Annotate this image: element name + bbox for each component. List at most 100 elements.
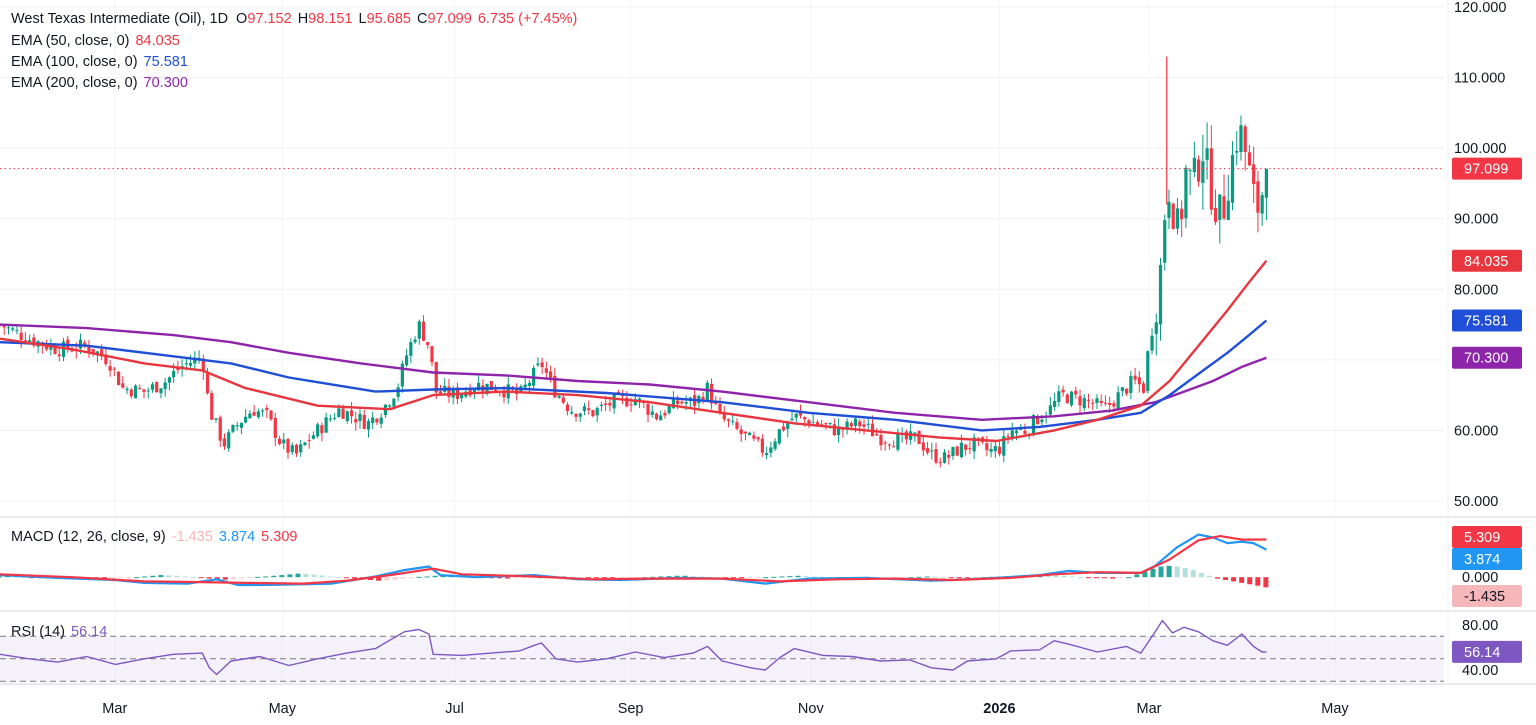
macd-histogram-bar [311,574,317,578]
candle-body [256,411,260,417]
candle-body [146,390,150,392]
candle-body [1188,170,1192,172]
ema50-legend[interactable]: EMA (50, close, 0) 84.035 [11,33,186,49]
price-tag-2: 75.581 [1452,309,1522,332]
macd-histogram-bar [432,575,438,578]
candle-body [235,425,239,427]
macd-histogram-bar [343,577,349,579]
candle-body [341,408,345,419]
macd-signal-line[interactable] [0,535,1267,585]
candle-body [438,391,443,394]
ema50-value: 84.035 [135,33,180,49]
macd-histogram-bar [940,577,946,579]
candle-body [277,438,282,444]
candle-body [1069,391,1074,406]
macd-histogram-bar [1142,571,1148,578]
rsi-tick-label: 40.00 [1462,663,1498,679]
macd-histogram-bar [263,576,269,578]
candle-body [633,399,637,406]
candle-body [354,419,358,423]
candle-body [1209,148,1213,210]
ema200-line[interactable] [0,323,1267,421]
candle-body [718,403,722,412]
candle-body [1091,402,1095,404]
macd-histogram-bar [230,577,236,580]
candle-body [379,417,383,424]
ema100-label: EMA (100, close, 0) [11,54,138,70]
candle-body [489,381,493,391]
candle-body [866,423,870,425]
ema100-line[interactable] [0,319,1268,432]
candle-body [1230,155,1235,203]
candle-body [205,373,210,394]
candle-body [709,383,714,404]
change-value: 6.735 (+7.45%) [477,11,578,27]
macd-histogram-bar [198,577,204,579]
rsi-line[interactable] [0,619,1267,676]
candle-body [142,389,146,392]
candle-body [790,418,794,421]
candle-body [244,416,248,423]
candle-body [358,413,362,422]
macd-histogram-bar [392,577,398,580]
candle-body [239,422,244,428]
candle-body [112,368,116,370]
candle-body [938,462,942,464]
macd-histogram-bar [513,577,519,579]
macd-hist-value: -1.435 [171,529,213,545]
candle-body [320,425,324,434]
candle-body [1040,419,1044,423]
candle-body [1192,157,1196,173]
candle-body [587,408,591,411]
macd-histogram-bar [1166,565,1172,578]
candle-body [231,425,235,432]
candle-body [883,442,887,444]
candle-body [116,371,121,386]
ema100-value: 75.581 [143,54,188,70]
candle-body [19,332,23,340]
candle-body [1006,436,1010,438]
candle-body [1180,208,1184,220]
candle-body [294,444,299,454]
candle-body [1002,436,1006,456]
ema200-value: 70.300 [143,75,188,91]
candle-body [743,431,748,434]
macd-histogram-bar [117,577,123,579]
candle-body [1256,181,1260,213]
candle-body [570,411,574,414]
candle-body [1260,195,1264,214]
candle-body [985,443,989,451]
ema100-legend[interactable]: EMA (100, close, 0) 75.581 [11,54,194,70]
macd-zero-label: 0.000 [1462,570,1498,586]
candle-body [803,417,807,420]
macd-tag-1: 3.874 [1452,548,1522,570]
candle-body [28,340,32,343]
candle-body [1154,322,1158,334]
macd-histogram-bar [1182,567,1188,578]
macd-histogram-bar [593,577,599,579]
candle-body [735,422,739,429]
candle-body [739,429,743,435]
macd-histogram-bar [1102,577,1108,579]
candle-body [404,355,409,366]
macd-histogram-bar [650,576,656,578]
ema200-legend[interactable]: EMA (200, close, 0) 70.300 [11,75,194,91]
macd-histogram-bar [755,577,761,579]
price-tag-3-text: 70.300 [1464,351,1508,367]
rsi-value: 56.14 [71,624,108,640]
candle-body [582,406,587,411]
macd-histogram-bar [924,576,930,578]
candle-body [1213,208,1218,222]
candle-body [811,422,815,424]
candle-body [1141,383,1146,393]
candle-body [752,435,756,439]
macd-legend[interactable]: MACD (12, 26, close, 9) -1.435 3.874 5.309 [11,529,303,545]
rsi-legend[interactable]: RSI (14) 56.14 [11,624,113,640]
ema50-line[interactable] [0,260,1268,443]
candle-body [925,448,930,453]
candle-body [930,450,934,452]
macd-histogram-bar [618,577,624,579]
candle-body [307,440,311,442]
candle-body [798,412,803,416]
